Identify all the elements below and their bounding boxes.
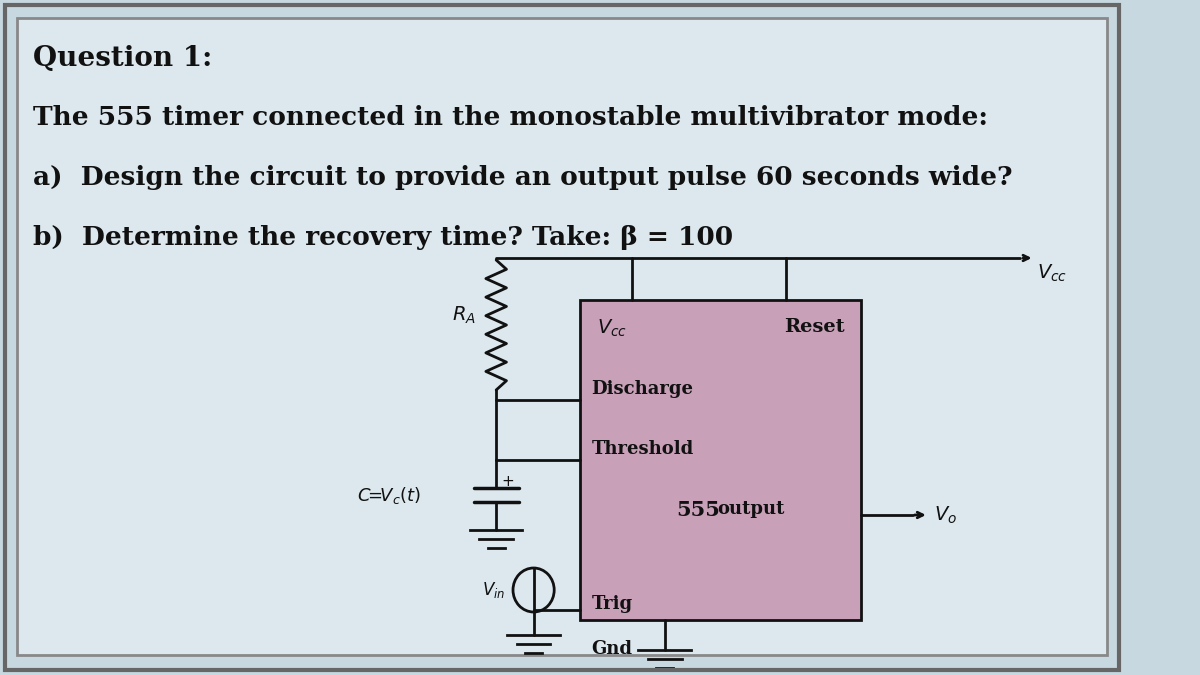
Text: Threshold: Threshold	[592, 440, 694, 458]
Text: b)  Determine the recovery time? Take: β = 100: b) Determine the recovery time? Take: β …	[32, 225, 733, 250]
Text: $R_A$: $R_A$	[451, 304, 475, 325]
FancyBboxPatch shape	[17, 18, 1106, 655]
Text: $C\!\!=\!\!V_c(t)$: $C\!\!=\!\!V_c(t)$	[358, 485, 421, 506]
Text: $V_{in}$: $V_{in}$	[482, 580, 505, 600]
Text: output: output	[718, 500, 785, 518]
Text: Trig: Trig	[592, 595, 632, 613]
Text: $V_{cc}$: $V_{cc}$	[598, 318, 628, 340]
Text: 555: 555	[677, 500, 720, 520]
Text: Discharge: Discharge	[592, 380, 694, 398]
Text: +: +	[502, 474, 515, 489]
Text: Gnd: Gnd	[592, 640, 632, 658]
FancyBboxPatch shape	[581, 300, 862, 620]
Text: The 555 timer connected in the monostable multivibrator mode:: The 555 timer connected in the monostabl…	[32, 105, 988, 130]
Text: Question 1:: Question 1:	[32, 45, 212, 72]
Text: $V_{cc}$: $V_{cc}$	[1037, 263, 1068, 284]
Text: a)  Design the circuit to provide an output pulse 60 seconds wide?: a) Design the circuit to provide an outp…	[32, 165, 1013, 190]
Text: Reset: Reset	[784, 318, 845, 336]
Text: $V_o$: $V_o$	[935, 504, 958, 526]
